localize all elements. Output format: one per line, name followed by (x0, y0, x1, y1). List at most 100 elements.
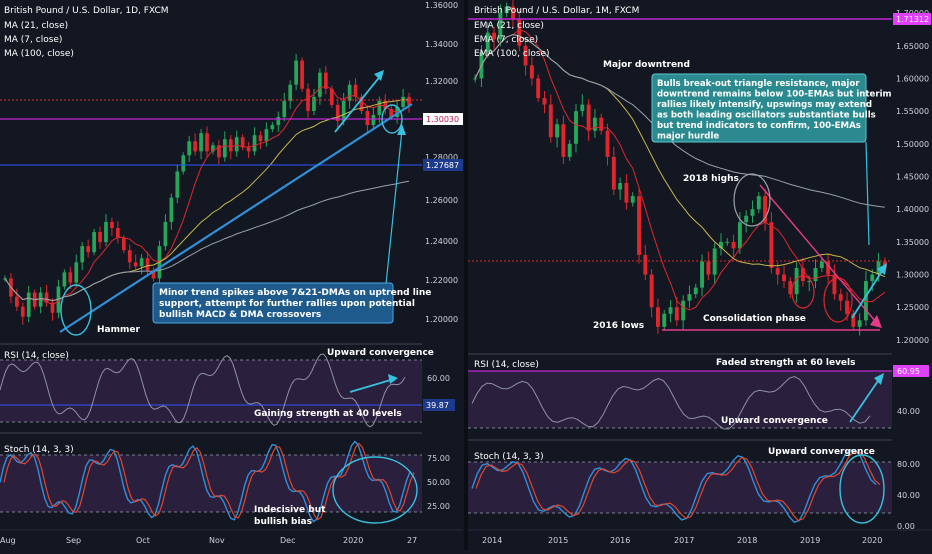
candle-body (574, 111, 578, 144)
right-stoch-band (468, 462, 892, 513)
left-rally-arrow (334, 73, 383, 133)
right-stoch-circle (839, 454, 885, 524)
candle-body (329, 88, 334, 105)
left-price-tick: 1.24000 (425, 237, 458, 246)
right-time-tick: 2018 (737, 536, 757, 545)
left-time-tick: 2020 (343, 536, 363, 545)
right-time-tick: 2016 (610, 536, 630, 545)
candle-body (592, 117, 597, 131)
candle-body (222, 139, 227, 158)
right-rsi-line (471, 375, 871, 430)
candle-body (851, 313, 856, 327)
candle-body (857, 320, 862, 327)
candle-body (116, 227, 120, 239)
right-price-tick: 1.20000 (896, 336, 929, 345)
candle-body (668, 307, 673, 314)
left-rsi-title: RSI (14, close) (4, 351, 69, 361)
candle-body (555, 124, 560, 138)
left-price-tick: 1.22000 (425, 276, 458, 285)
candle-body (145, 258, 150, 271)
right-price-tick: 1.30000 (896, 271, 929, 280)
candle-body (347, 84, 352, 101)
candle-body (473, 78, 478, 80)
candle-body (876, 261, 881, 275)
left-legend-ma7: MA (7, close) (4, 35, 62, 45)
candle-body (38, 292, 43, 307)
right-consolidation-circle-1 (791, 275, 815, 309)
right-stoch-title: Stoch (14, 3, 3) (474, 452, 544, 462)
right-time-tick: 2019 (800, 536, 820, 545)
candle-body (807, 281, 812, 283)
candle-body (763, 196, 768, 223)
candle-body (618, 183, 623, 190)
left-price-tick: 1.36000 (425, 1, 458, 10)
candle-body (750, 209, 755, 216)
left-rsi-upper-note: Upward convergence (327, 348, 434, 358)
candle-body (788, 281, 793, 295)
right-price-tick: 1.40000 (896, 205, 929, 214)
left-rsi-line (0, 353, 406, 428)
right-price-axis: 1.700001.650001.600001.550001.500001.450… (896, 9, 929, 345)
candle-body (20, 306, 25, 317)
candle-body (737, 222, 742, 249)
left-legend-ma100: MA (100, close) (4, 49, 74, 59)
left-stoch-tick: 75.00 (427, 454, 450, 463)
left-support-tag: 1.27687 (426, 161, 459, 170)
candle-body (643, 254, 648, 275)
candle-body (323, 72, 328, 89)
left-price-tick: 1.20000 (425, 315, 458, 324)
left-time-tick: Sep (66, 536, 81, 545)
right-moving-averages (474, 29, 886, 311)
left-rsi-arrow (349, 378, 395, 393)
candle-body (282, 100, 287, 118)
left-rsi-lower-note: Gaining strength at 40 levels (254, 409, 402, 419)
candle-body (504, 6, 509, 14)
candle-body (567, 143, 572, 157)
candle-body (341, 100, 346, 122)
candle-body (756, 196, 761, 210)
right-price-tick: 1.65000 (896, 42, 929, 51)
candle-body (15, 296, 19, 307)
right-stoch-tick: 40.00 (897, 491, 920, 500)
left-support-tag-bg (423, 159, 463, 171)
candle-body (104, 221, 108, 243)
right-stoch-k-line (471, 449, 877, 524)
candle-body (744, 215, 749, 223)
right-price-tick: 1.55000 (896, 107, 929, 116)
right-rsi-title: RSI (14, close) (474, 360, 539, 370)
right-stoch-tick: 80.00 (897, 460, 920, 469)
candle-body (863, 281, 868, 321)
left-stoch-title: Stoch (14, 3, 3) (4, 445, 74, 455)
candle-body (205, 133, 209, 152)
right-chart-title: British Pound / U.S. Dollar, 1M, FXCM (474, 6, 639, 16)
candle-body (725, 241, 730, 243)
left-stoch-tick: 50.00 (427, 478, 450, 487)
right-rsi-lower-note: Upward convergence (721, 416, 828, 426)
right-2018-highs-label: 2018 highs (683, 174, 739, 184)
candle-body (845, 300, 849, 314)
right-candles (473, 0, 887, 336)
candle-body (401, 96, 405, 107)
right-rsi-tag: 60.95 (897, 367, 920, 376)
candle-body (561, 124, 566, 157)
candle-body (240, 137, 245, 148)
candle-body (700, 261, 705, 288)
candle-body (649, 274, 654, 308)
candle-body (353, 84, 358, 97)
left-hammer-label: Hammer (97, 325, 140, 335)
right-rally-arrow (851, 267, 885, 319)
right-time-tick: 2015 (548, 536, 568, 545)
candle-body (62, 272, 67, 287)
candle-body (228, 139, 233, 152)
candle-body (217, 145, 221, 158)
candle-body (599, 117, 604, 131)
candle-body (731, 241, 736, 249)
left-price-tick: 1.32000 (425, 77, 458, 86)
candle-body (485, 32, 490, 53)
right-price-tick: 1.25000 (896, 303, 929, 312)
left-price-tick: 1.34000 (425, 40, 458, 49)
right-time-tick: 2017 (674, 536, 694, 545)
right-rsi-band (468, 371, 892, 428)
left-annotation-box (152, 282, 394, 324)
